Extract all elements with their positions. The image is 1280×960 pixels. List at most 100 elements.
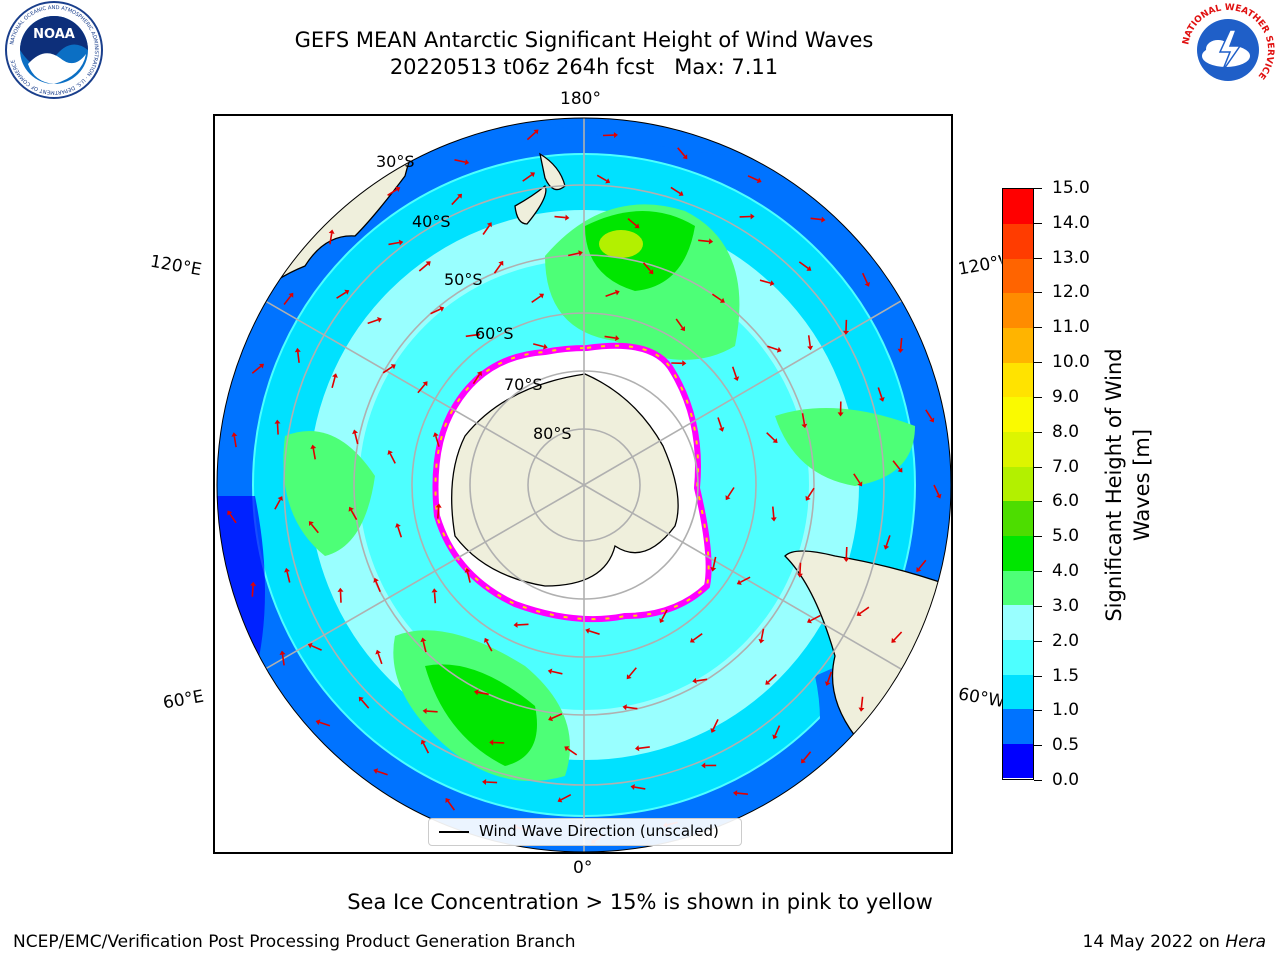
- wave-arrow-head: [678, 190, 684, 196]
- lon-label-0: 0°: [573, 858, 593, 878]
- wave-max-patch: [599, 230, 643, 258]
- colorbar-segment: [1003, 570, 1033, 606]
- colorbar-tick: [1034, 466, 1042, 468]
- noaa-logo: NATIONAL OCEANIC AND ATMOSPHERIC ADMINIS…: [4, 0, 104, 100]
- wave-arrow-shaft: [426, 710, 438, 713]
- wave-arrow-shaft: [554, 215, 566, 219]
- wave-arrow-head: [770, 517, 777, 522]
- wave-arrow-shaft: [731, 366, 738, 378]
- wave-arrow-head: [457, 193, 462, 199]
- wave-arrow-shaft: [634, 786, 646, 790]
- wave-arrow-shaft: [422, 641, 427, 653]
- wave-arrow-head: [425, 261, 431, 267]
- colorbar-segment: [1003, 223, 1033, 259]
- wave-arrow-head: [635, 745, 640, 752]
- wave-arrow-head: [274, 419, 281, 424]
- colorbar-segment: [1003, 292, 1033, 329]
- wave-arrow-shaft: [329, 233, 333, 245]
- lon-label-120e: 120°E: [148, 251, 204, 281]
- wave-arrow-head: [758, 639, 765, 644]
- wave-arrow-shaft: [861, 272, 869, 284]
- wave-arrow-shaft: [712, 556, 717, 568]
- wave-arrow-shaft: [767, 345, 779, 351]
- wave-arrow-head: [398, 239, 404, 246]
- colorbar-segment: [1003, 327, 1033, 363]
- wave-arrow-shaft: [605, 291, 617, 297]
- wave-arrow-shaft: [767, 673, 777, 683]
- wave-arrow-shaft: [310, 523, 319, 534]
- wave-arrow-shaft: [860, 696, 864, 708]
- footer-producer: NCEP/EMC/Verification Post Processing Pr…: [13, 932, 576, 952]
- wave-arrow-head: [718, 427, 725, 432]
- wave-arrow-head: [513, 621, 518, 628]
- wave-arrow-shaft: [281, 654, 285, 666]
- legend-line-swatch: [439, 831, 469, 833]
- wave-arrow-head: [474, 689, 479, 696]
- wave-arrow-shaft: [466, 571, 471, 583]
- wave-arrow-head: [843, 330, 849, 335]
- wave-arrow-shaft: [802, 751, 812, 761]
- wave-arrow-head: [856, 611, 862, 616]
- wave-arrow-head: [358, 696, 364, 702]
- wave-arrow-head: [750, 213, 755, 220]
- wave-arrow-head: [445, 798, 451, 803]
- wave-arrow-head: [377, 317, 382, 323]
- wave-arrow-head: [548, 715, 553, 722]
- legend-label: Wind Wave Direction (unscaled): [479, 822, 719, 840]
- wave-arrow-head: [837, 412, 844, 417]
- colorbar-tick: [1034, 571, 1042, 573]
- wave-arrow-head: [605, 178, 611, 184]
- colorbar-tick: [1034, 257, 1042, 259]
- wave-arrow-shaft: [382, 366, 393, 374]
- wave-arrow-shaft: [276, 423, 279, 435]
- colorbar-tick-label: 0.0: [1052, 770, 1080, 790]
- wave-patch-indian-core: [425, 664, 537, 766]
- wave-arrow-head: [701, 762, 706, 769]
- colorbar-tick: [1034, 640, 1042, 642]
- wave-arrow-shaft: [286, 571, 291, 583]
- colorbar-tick-label: 1.0: [1052, 700, 1080, 721]
- wave-arrow-shaft: [698, 239, 710, 243]
- wave-arrow-head: [858, 707, 865, 712]
- wave-arrow-head: [864, 281, 870, 287]
- colorbar-tick: [1034, 536, 1042, 538]
- wave-arrow-head: [613, 132, 618, 139]
- colorbar-tick-label: 14.0: [1052, 212, 1090, 233]
- wave-arrow-shaft: [692, 633, 703, 641]
- wave-arrow-shaft: [772, 506, 775, 518]
- wave-arrow-shaft: [642, 262, 652, 272]
- wave-arrow-head: [332, 373, 338, 378]
- wave-arrow-shaft: [319, 721, 331, 727]
- wave-arrow-head: [543, 343, 548, 350]
- wave-arrow-head: [348, 506, 354, 512]
- colorbar-tick-label: 9.0: [1052, 386, 1080, 407]
- wave-arrow-head: [765, 679, 771, 685]
- wave-arrow-head: [352, 429, 358, 435]
- colorbar-tick-label: 7.0: [1052, 456, 1080, 477]
- wave-arrow-head: [294, 347, 301, 353]
- wave-arrow-head: [422, 708, 427, 714]
- colorbar-tick-label: 6.0: [1052, 491, 1080, 512]
- wave-arrow-head: [634, 223, 640, 229]
- colorbar-tick-label: 3.0: [1052, 595, 1080, 616]
- wave-arrow-head: [824, 681, 831, 686]
- wave-arrow-shaft: [336, 291, 347, 299]
- colorbar-tick: [1034, 362, 1042, 364]
- wave-arrow-head: [690, 637, 695, 643]
- wave-arrow-shaft: [493, 263, 502, 274]
- lon-label-60e: 60°E: [161, 686, 206, 714]
- wave-arrow-shaft: [596, 174, 608, 182]
- wave-arrow-shaft: [807, 335, 811, 347]
- wave-arrow-shaft: [339, 591, 342, 603]
- wave-arrow-head: [807, 345, 814, 351]
- wave-arrow-shaft: [885, 535, 891, 547]
- wave-arrow-head: [710, 567, 717, 572]
- wave-arrow-head: [279, 650, 286, 655]
- wave-arrow-head: [801, 423, 808, 429]
- wave-arrow-head: [337, 587, 344, 592]
- wave-arrow-head: [797, 573, 803, 578]
- wave-arrow-head: [422, 381, 428, 387]
- wave-arrow-head: [659, 618, 665, 623]
- wave-arrow-head: [231, 432, 238, 437]
- wave-arrow-head: [565, 214, 570, 221]
